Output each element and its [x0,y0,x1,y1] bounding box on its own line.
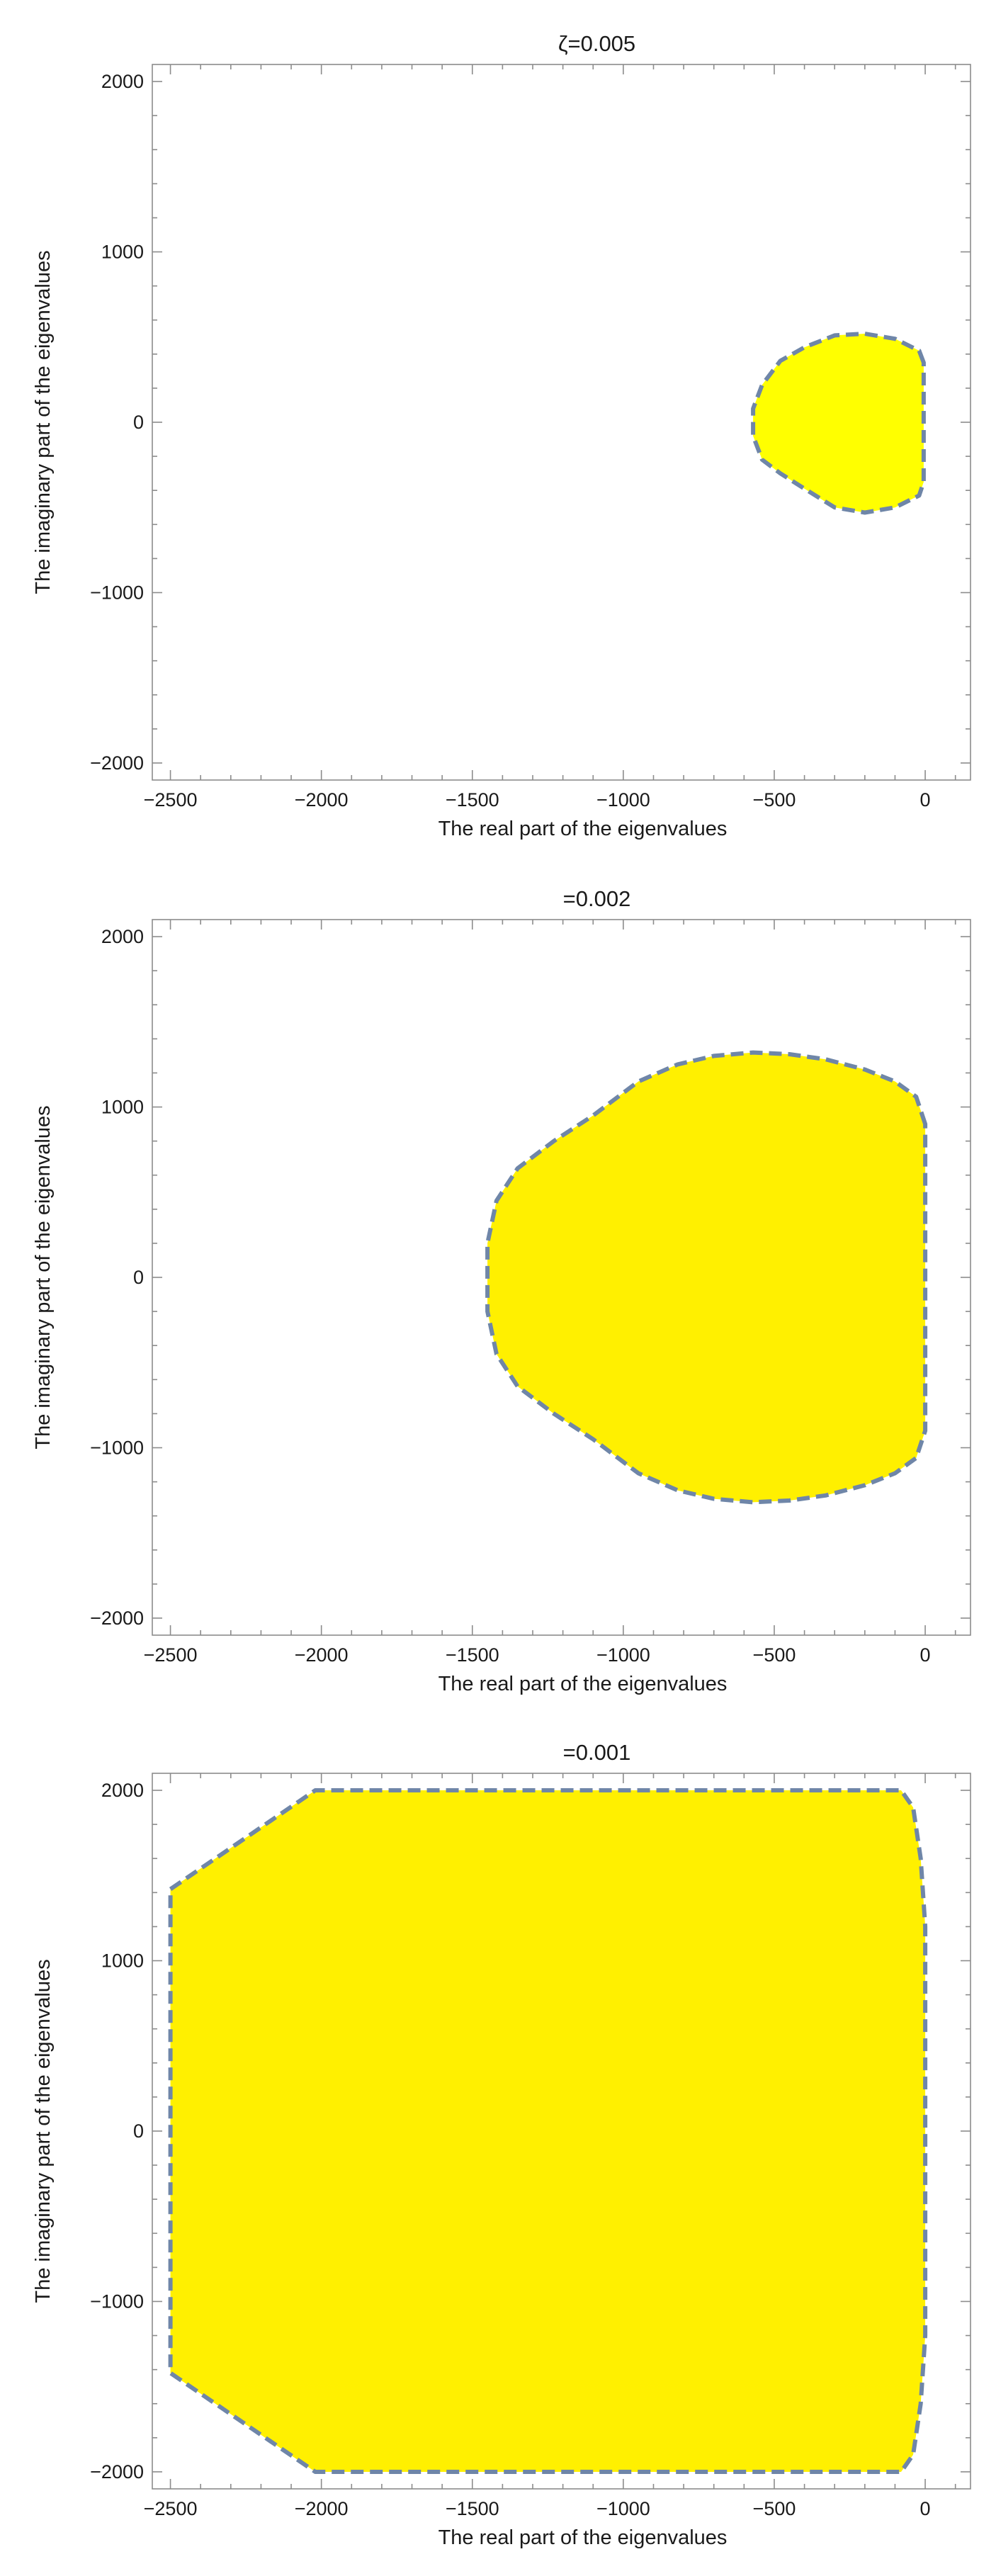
x-tick-label: −2500 [144,1644,198,1666]
x-axis-label: The real part of the eigenvalues [438,2526,728,2549]
x-axis-label: The real part of the eigenvalues [438,1673,728,1695]
y-tick-label: −2000 [90,2461,144,2482]
x-tick-label: −2000 [295,789,349,810]
y-tick-label: 0 [133,1267,144,1288]
chart-title: ζ=0.005 [558,31,635,56]
x-tick-label: 0 [920,1644,931,1666]
stability-region [485,1050,928,1505]
y-axis-label: The imaginary part of the eigenvalues [32,1105,55,1449]
y-tick-label: −1000 [90,1437,144,1458]
y-tick-label: −2000 [90,752,144,774]
y-tick-label: −1000 [90,2290,144,2312]
x-tick-label: −1000 [596,1644,650,1666]
y-tick-label: 2000 [101,1780,144,1801]
x-tick-label: −500 [753,1644,796,1666]
x-tick-label: −1500 [446,789,499,810]
x-tick-label: −2000 [295,2498,349,2519]
x-tick-label: −2500 [144,789,198,810]
y-tick-label: 1000 [101,242,144,263]
x-tick-label: −2500 [144,2498,198,2519]
y-tick-label: 0 [133,412,144,433]
y-tick-label: 2000 [101,71,144,92]
x-tick-label: −1500 [446,2498,499,2519]
x-tick-label: −500 [753,789,796,810]
x-axis-label: The real part of the eigenvalues [438,818,728,840]
chart-panel-1: −2500 −2000 −1500 −1000 −500 0−2000−100001000… [32,31,971,840]
y-axis-label: The imaginary part of the eigenvalues [32,1959,55,2303]
x-tick-label: −1500 [446,1644,499,1666]
x-tick-label: 0 [920,789,931,810]
y-tick-label: −2000 [90,1608,144,1629]
y-tick-label: 1000 [101,1950,144,1972]
x-tick-label: 0 [920,2498,931,2519]
x-tick-label: −1000 [596,2498,650,2519]
y-tick-label: 0 [133,2120,144,2142]
chart-panel-3: −2500 −2000 −1500 −1000 −500 0−2000−100001000… [32,1740,971,2549]
y-tick-label: −1000 [90,582,144,603]
chart-title: =0.002 [563,886,631,911]
x-tick-label: −500 [753,2498,796,2519]
chart-title: =0.001 [563,1740,631,1765]
stability-region [168,1788,928,2474]
y-tick-label: 1000 [101,1097,144,1118]
y-axis-label: The imaginary part of the eigenvalues [32,250,55,594]
stability-region [751,332,926,515]
y-tick-label: 2000 [101,926,144,947]
x-tick-label: −2000 [295,1644,349,1666]
chart-panel-2: −2500 −2000 −1500 −1000 −500 0−2000−100001000… [32,886,971,1695]
x-tick-label: −1000 [596,789,650,810]
